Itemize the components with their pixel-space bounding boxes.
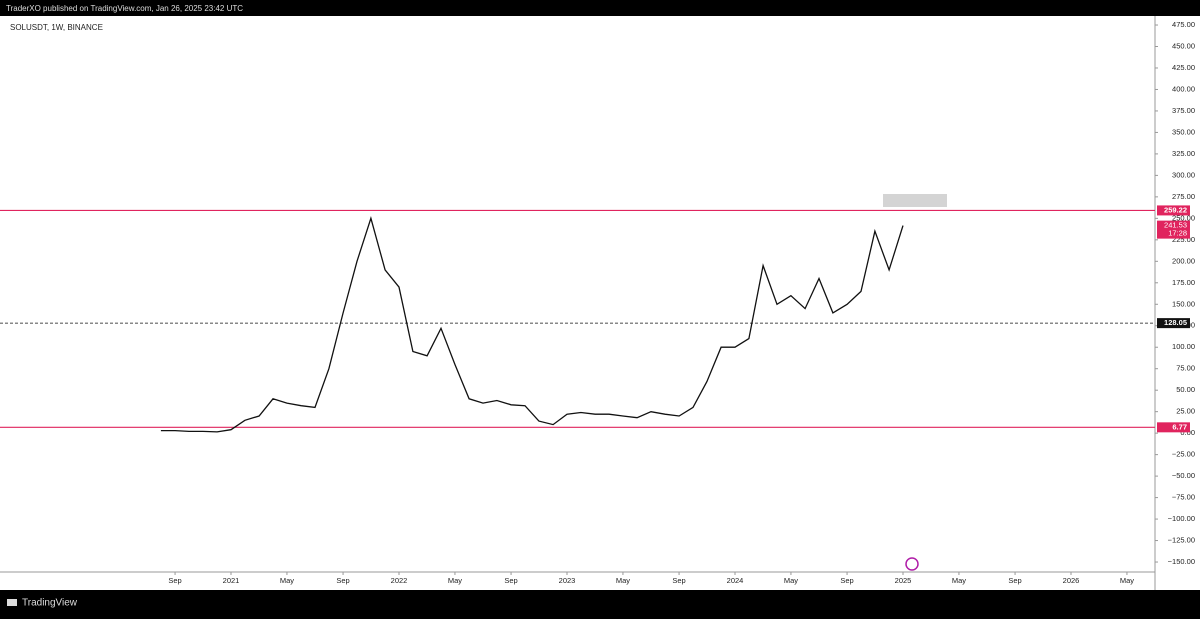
x-tick-label: May (448, 576, 462, 585)
price-line (160, 216, 904, 433)
last-price-bg (1157, 220, 1190, 239)
y-tick-label: −150.00 (1168, 557, 1195, 566)
y-tick-label: 275.00 (1172, 192, 1195, 201)
x-tick-label: 2026 (1063, 576, 1080, 585)
y-tick-label: 225.00 (1172, 235, 1195, 244)
x-tick-label: 2021 (223, 576, 240, 585)
y-tick-label: 50.00 (1176, 385, 1195, 394)
y-tick-label: 150.00 (1172, 299, 1195, 308)
y-tick-label: 250.00 (1172, 213, 1195, 222)
highlight-box (883, 194, 947, 207)
y-tick-label: 425.00 (1172, 63, 1195, 72)
y-tick-label: −100.00 (1168, 514, 1195, 523)
x-tick-label: May (1120, 576, 1134, 585)
y-tick-label: 75.00 (1176, 364, 1195, 373)
y-tick-label: 375.00 (1172, 106, 1195, 115)
footer-logo (7, 599, 17, 606)
y-tick-label: 200.00 (1172, 256, 1195, 265)
event-icon (905, 557, 919, 571)
x-tick-label: 2022 (391, 576, 408, 585)
x-tick-label: Sep (336, 576, 349, 585)
plot-bg (0, 16, 1200, 590)
level-label-bg (1157, 318, 1190, 329)
level-label: 6.77 (1172, 422, 1187, 431)
x-tick-label: Sep (1008, 576, 1021, 585)
symbol-title: SOLUSDT, 1W, BINANCE (10, 23, 103, 32)
last-price: 241.53 (1164, 221, 1187, 230)
y-tick-label: 175.00 (1172, 278, 1195, 287)
x-tick-label: Sep (504, 576, 517, 585)
publisher: TraderXO published on TradingView.com, J… (6, 4, 243, 13)
x-tick-label: May (280, 576, 294, 585)
y-tick-label: −125.00 (1168, 536, 1195, 545)
level-label: 259.22 (1164, 205, 1187, 214)
y-tick-label: 25.00 (1176, 407, 1195, 416)
top-bar (0, 0, 1200, 16)
footer-brand: TradingView (22, 598, 78, 609)
x-tick-label: Sep (672, 576, 685, 585)
x-tick-label: Sep (168, 576, 181, 585)
y-tick-label: 300.00 (1172, 170, 1195, 179)
x-tick-label: 2025 (895, 576, 912, 585)
y-tick-label: −50.00 (1172, 471, 1195, 480)
y-tick-label: 400.00 (1172, 84, 1195, 93)
x-tick-label: May (616, 576, 630, 585)
level-label-bg (1157, 422, 1190, 433)
y-tick-label: −25.00 (1172, 450, 1195, 459)
x-tick-label: May (784, 576, 798, 585)
level-label: 128.05 (1164, 318, 1187, 327)
y-tick-label: −75.00 (1172, 493, 1195, 502)
countdown: 17:28 (1168, 229, 1187, 238)
x-tick-label: 2023 (559, 576, 576, 585)
x-tick-label: May (952, 576, 966, 585)
x-tick-label: 2024 (727, 576, 744, 585)
level-label-bg (1157, 205, 1190, 216)
x-tick-label: Sep (840, 576, 853, 585)
footer-bar (0, 590, 1200, 614)
y-tick-label: 325.00 (1172, 149, 1195, 158)
y-tick-label: 450.00 (1172, 41, 1195, 50)
y-tick-label: 475.00 (1172, 20, 1195, 29)
y-tick-label: 350.00 (1172, 127, 1195, 136)
y-tick-label: 100.00 (1172, 342, 1195, 351)
y-tick-label: 0.00 (1180, 428, 1195, 437)
